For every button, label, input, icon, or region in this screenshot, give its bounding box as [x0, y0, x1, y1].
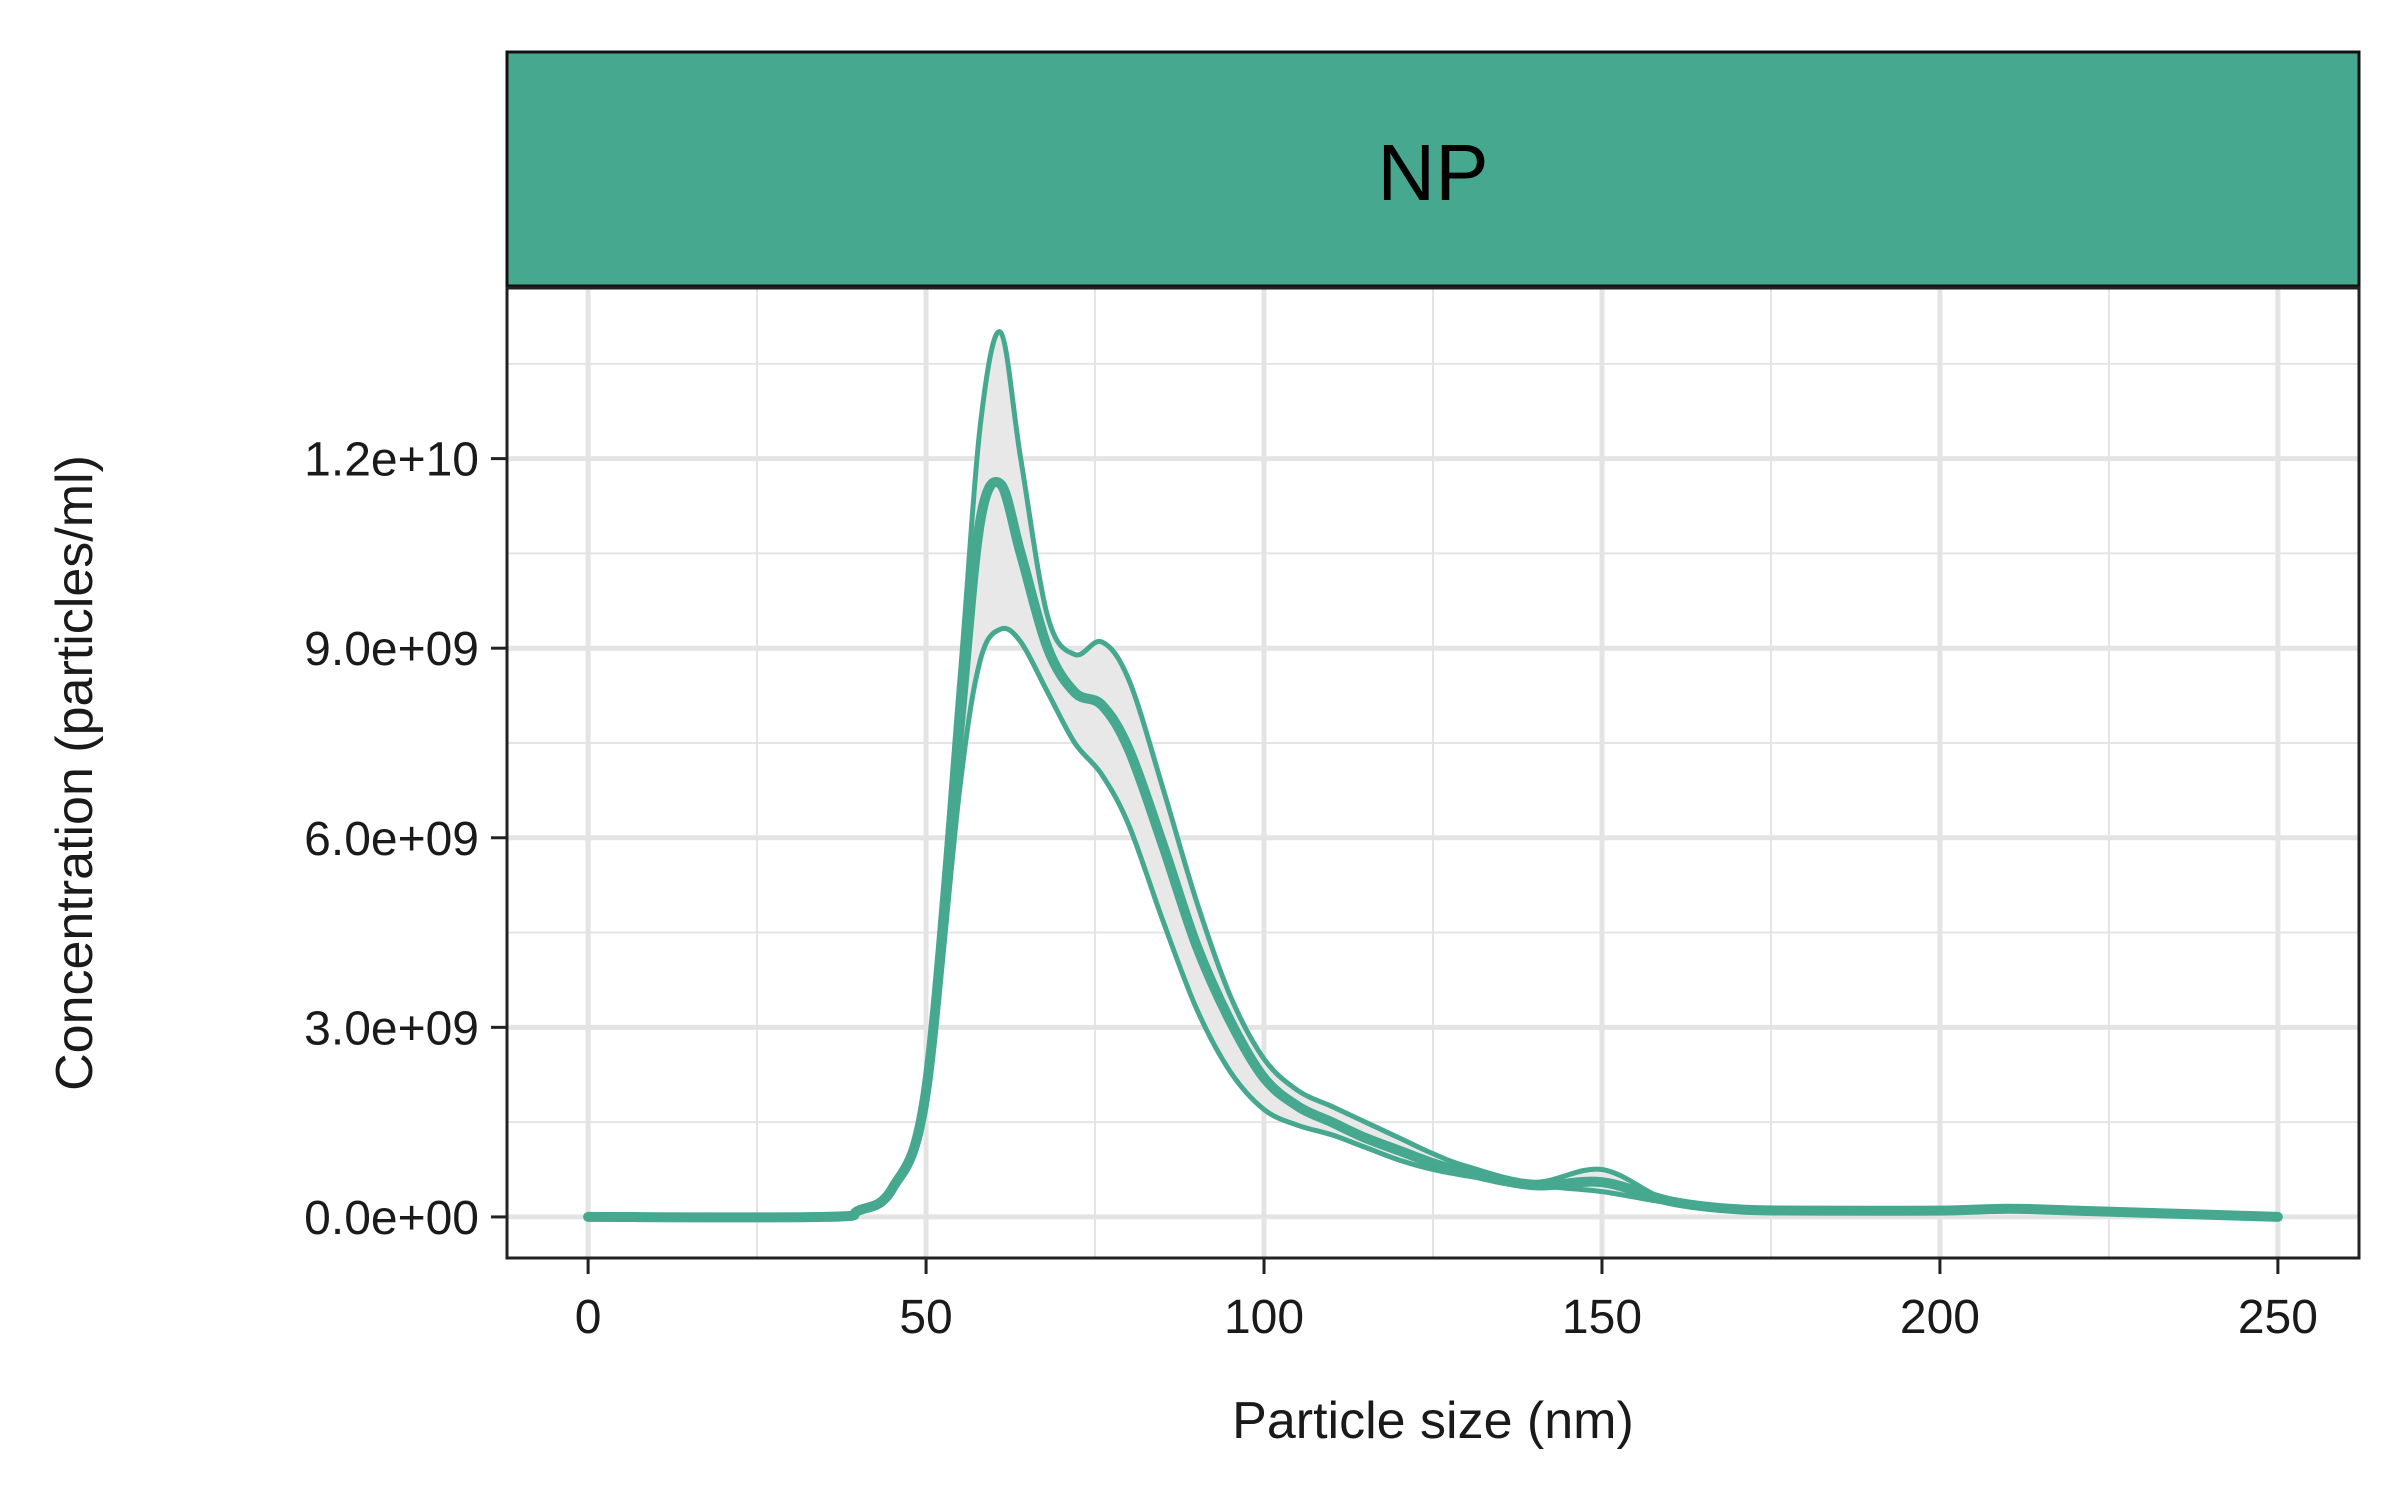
x-tick-label: 0: [575, 1291, 602, 1344]
y-tick-label: 9.0e+09: [304, 623, 479, 676]
y-tick-label: 6.0e+09: [304, 813, 479, 866]
x-tick-label: 200: [1900, 1291, 1980, 1344]
x-tick-label: 50: [899, 1291, 952, 1344]
series-lines: [583, 329, 2283, 1223]
y-axis-title: Concentration (particles/ml): [46, 455, 104, 1091]
x-tick-label: 250: [2238, 1291, 2318, 1344]
y-tick-label: 1.2e+10: [304, 434, 479, 487]
plot-border: [505, 286, 2361, 1260]
series-line-lower: [585, 625, 2281, 1220]
grid-minor: [507, 288, 2359, 1258]
facet-strip-label: NP: [1377, 128, 1488, 217]
y-tick-label: 3.0e+09: [304, 1002, 479, 1055]
y-axis: 0.0e+00 3.0e+09 6.0e+09 9.0e+09 1.2e+10: [304, 434, 507, 1245]
x-axis: 0 50 100 150 200 250: [575, 1258, 2318, 1344]
x-tick-label: 100: [1224, 1291, 1304, 1344]
y-tick-label: 0.0e+00: [304, 1192, 479, 1245]
x-tick-label: 150: [1562, 1291, 1642, 1344]
ribbon: [588, 331, 2278, 1218]
facet-strip: [505, 50, 2361, 288]
x-axis-title: Particle size (nm): [1232, 1392, 1634, 1450]
